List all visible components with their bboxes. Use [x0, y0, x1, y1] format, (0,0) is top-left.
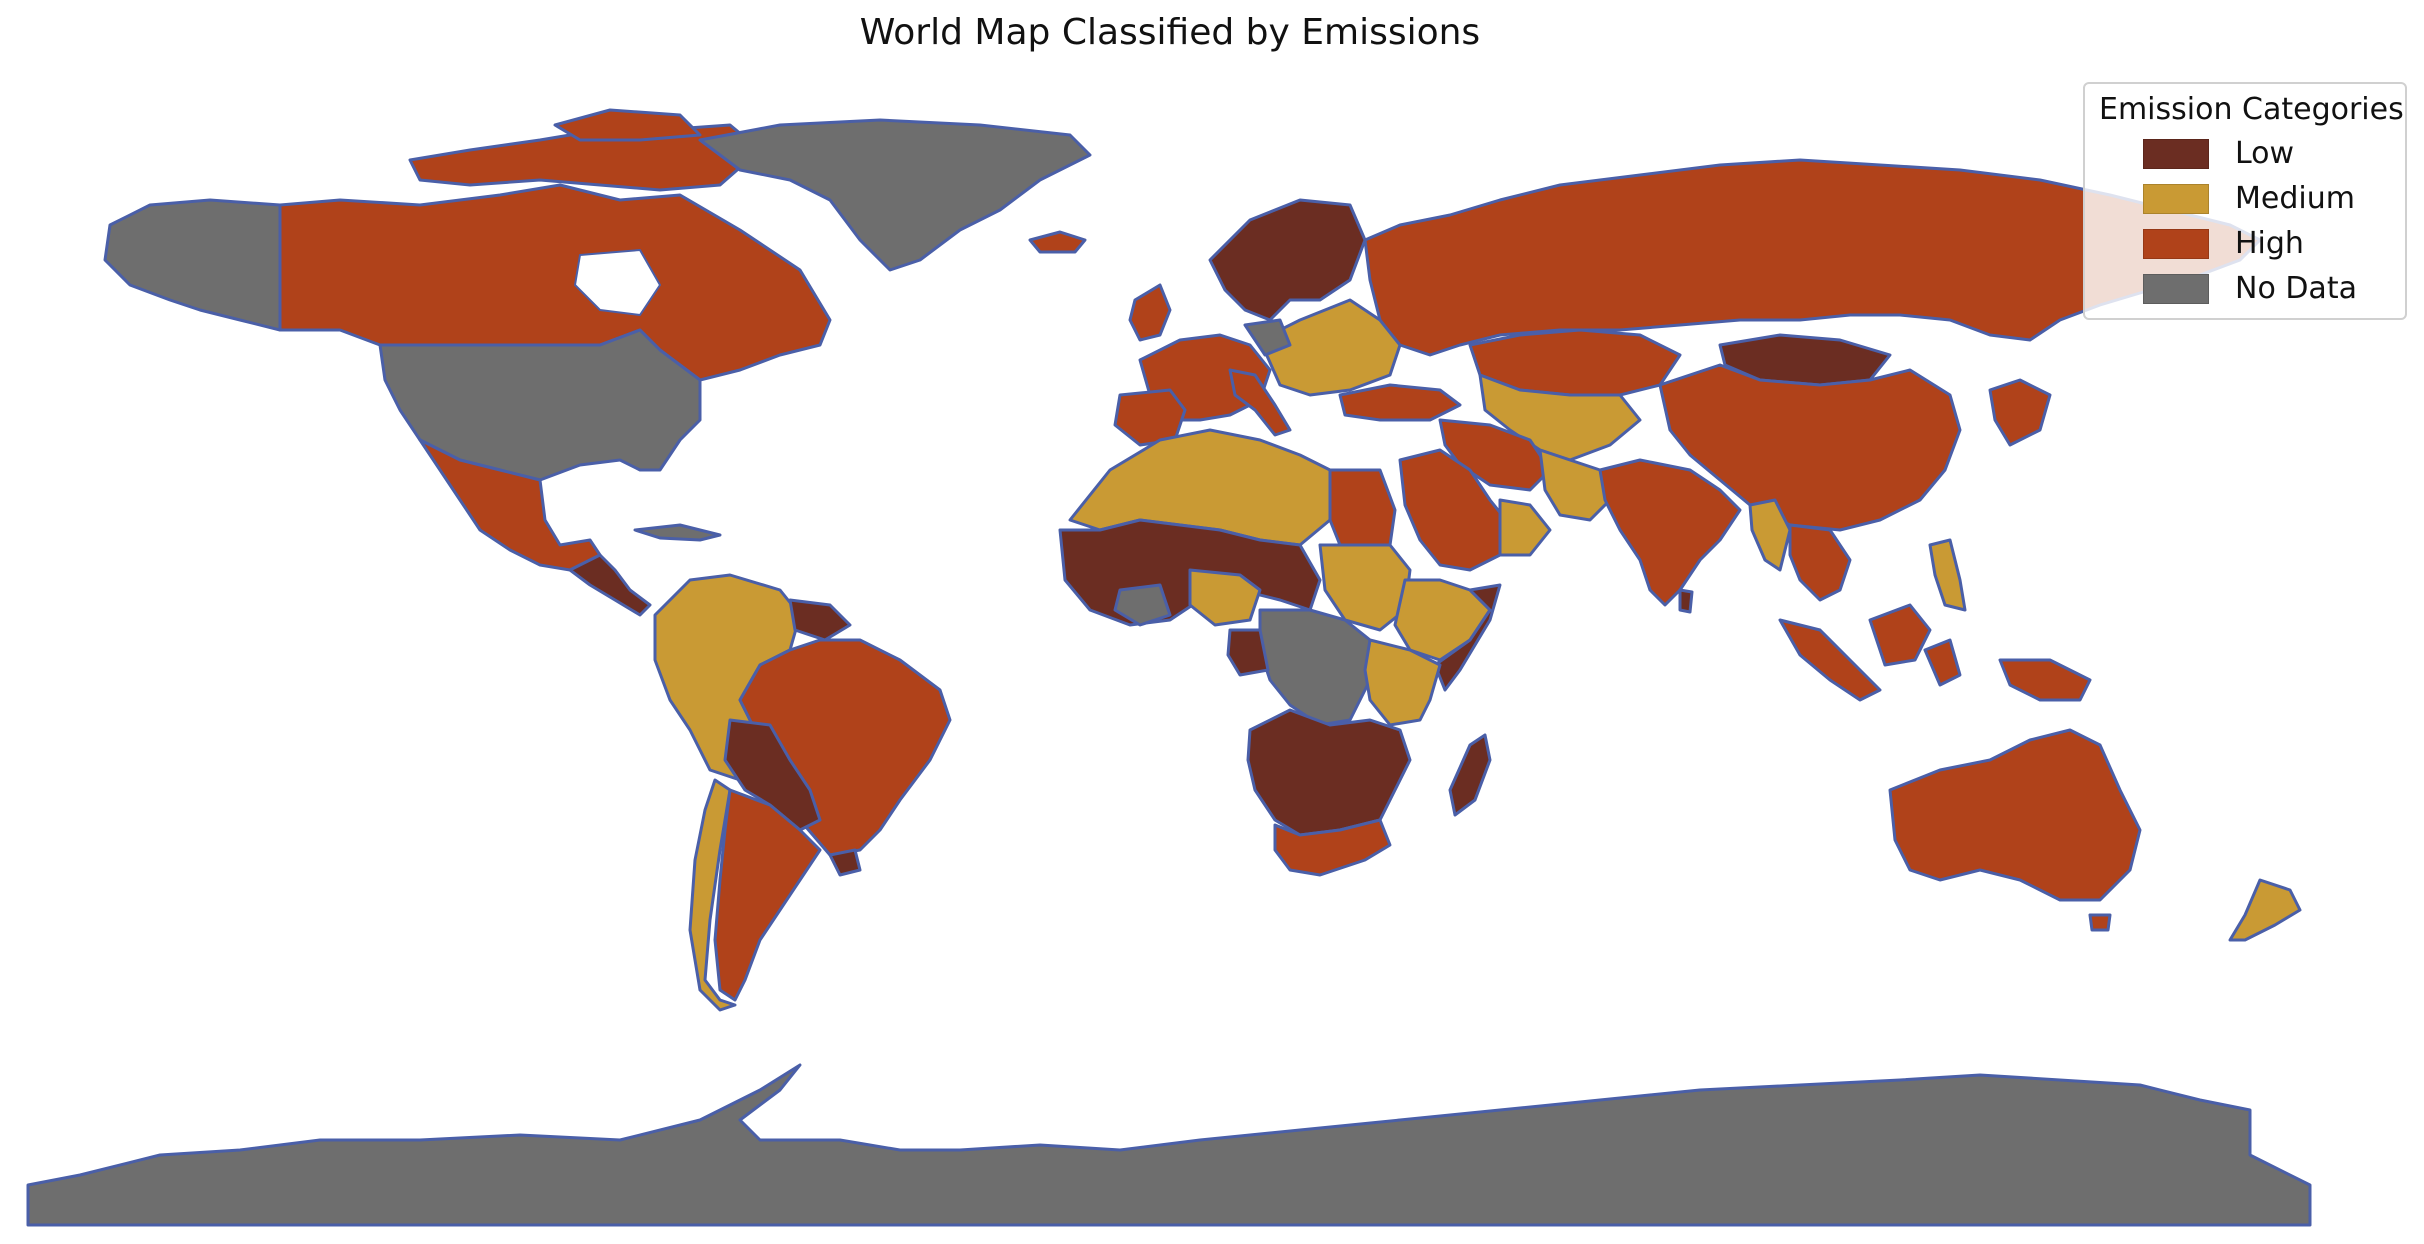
country-kenya-tanzania[interactable] — [1363, 638, 1442, 727]
country-guianas[interactable] — [788, 598, 852, 642]
country-greenland[interactable] — [698, 118, 1092, 272]
country-iceland[interactable] — [1028, 230, 1087, 254]
country-png[interactable] — [1998, 658, 2092, 702]
legend-item-medium: Medium — [2099, 176, 2391, 221]
country-sulawesi[interactable] — [1923, 638, 1962, 687]
country-argentina[interactable] — [713, 788, 822, 1002]
legend-label-high: High — [2235, 226, 2304, 261]
legend-item-low: Low — [2099, 131, 2391, 176]
country-south-africa[interactable] — [1273, 818, 1392, 877]
country-southern-africa[interactable] — [1246, 708, 1412, 837]
country-turkey[interactable] — [1338, 383, 1462, 422]
hudson-bay — [574, 249, 661, 316]
country-china[interactable] — [1658, 363, 1962, 532]
country-se-asia[interactable] — [1788, 523, 1852, 602]
country-arctic-islands-2[interactable] — [553, 108, 702, 142]
legend-swatch-no-data — [2143, 273, 2209, 304]
country-oman[interactable] — [1498, 498, 1552, 557]
country-afghanistan-pakistan[interactable] — [1538, 448, 1612, 522]
legend-swatch-low — [2143, 138, 2209, 169]
country-borneo[interactable] — [1868, 603, 1932, 667]
country-sudan[interactable] — [1318, 543, 1412, 632]
legend-title: Emission Categories — [2099, 92, 2404, 127]
country-central-asia[interactable] — [1478, 373, 1642, 462]
map-title: World Map Classified by Emissions — [859, 12, 1481, 53]
country-india[interactable] — [1598, 458, 1742, 607]
country-eastern-europe[interactable] — [1258, 298, 1402, 397]
country-gabon[interactable] — [1226, 628, 1270, 677]
country-bolivia-paraguay[interactable] — [723, 718, 822, 832]
country-uk[interactable] — [1128, 283, 1172, 342]
country-iran[interactable] — [1438, 418, 1552, 492]
country-nigeria[interactable] — [1188, 568, 1262, 627]
legend-item-no-data: No Data — [2099, 266, 2391, 311]
country-tasmania[interactable] — [2088, 913, 2112, 932]
country-scandinavia[interactable] — [1208, 198, 1367, 322]
country-chile[interactable] — [688, 778, 737, 1012]
country-uruguay[interactable] — [828, 848, 862, 877]
country-somalia[interactable] — [1433, 583, 1502, 692]
country-central-africa[interactable] — [1258, 608, 1372, 727]
country-italy[interactable] — [1228, 368, 1292, 437]
country-usa[interactable] — [378, 328, 702, 482]
legend: Emission Categories Low Medium High No D… — [2083, 82, 2407, 320]
legend-swatch-high — [2143, 228, 2209, 259]
country-australia[interactable] — [1888, 728, 2142, 902]
legend-swatch-medium — [2143, 183, 2209, 214]
country-central-europe[interactable] — [1243, 318, 1292, 357]
country-egypt[interactable] — [1328, 468, 1397, 547]
legend-item-high: High — [2099, 221, 2391, 266]
country-indonesia[interactable] — [1778, 618, 1882, 702]
country-alaska[interactable] — [103, 198, 282, 332]
legend-label-no-data: No Data — [2235, 271, 2357, 306]
country-cuba[interactable] — [633, 523, 722, 542]
country-madagascar[interactable] — [1448, 733, 1492, 817]
country-antarctica[interactable] — [26, 1063, 2312, 1227]
country-sri-lanka[interactable] — [1678, 588, 1694, 614]
country-myanmar[interactable] — [1748, 498, 1792, 572]
legend-label-low: Low — [2235, 136, 2295, 171]
country-japan[interactable] — [1988, 378, 2052, 447]
country-central-america[interactable] — [568, 553, 652, 617]
country-gulf-of-guinea[interactable] — [1113, 583, 1172, 627]
country-philippines[interactable] — [1928, 538, 1967, 612]
country-new-zealand[interactable] — [2228, 878, 2302, 942]
legend-label-medium: Medium — [2235, 181, 2355, 216]
